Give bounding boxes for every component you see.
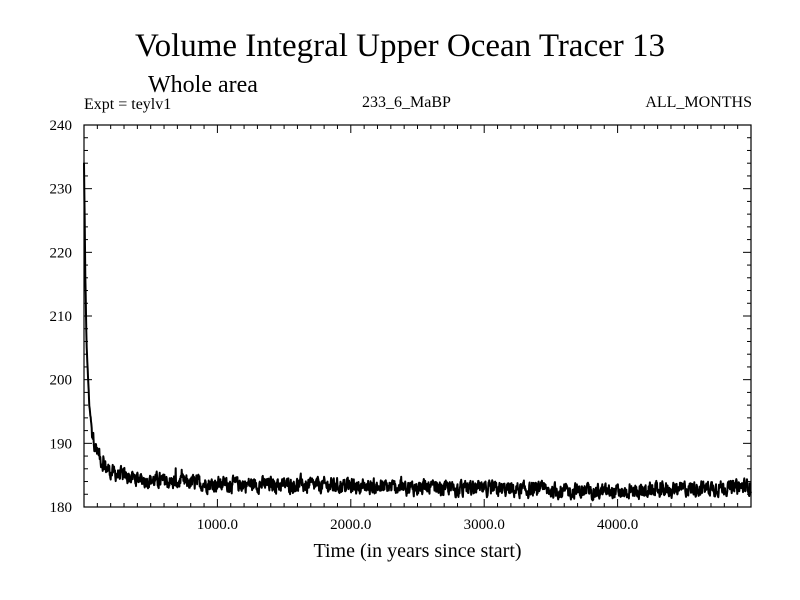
y-tick-label: 190 bbox=[50, 436, 73, 452]
y-tick-label: 210 bbox=[50, 309, 73, 325]
y-tick-label: 220 bbox=[50, 245, 73, 261]
y-tick-label: 180 bbox=[50, 500, 73, 516]
experiment-label: Expt = teylv1 bbox=[84, 96, 172, 113]
period-label: 233_6_MaBP bbox=[362, 94, 451, 111]
chart-title: Volume Integral Upper Ocean Tracer 13 bbox=[135, 28, 665, 64]
x-tick-label: 1000.0 bbox=[197, 517, 238, 533]
y-tick-label: 230 bbox=[50, 182, 73, 198]
series-line-tracer-13 bbox=[83, 162, 752, 502]
plot-frame bbox=[83, 124, 752, 508]
x-tick-label: 3000.0 bbox=[464, 517, 505, 533]
x-axis-label: Time (in years since start) bbox=[313, 540, 522, 562]
y-tick-label: 240 bbox=[50, 118, 73, 134]
x-tick-label: 2000.0 bbox=[330, 517, 371, 533]
y-tick-label: 200 bbox=[50, 373, 73, 389]
chart-subtitle: Whole area bbox=[148, 72, 258, 98]
x-tick-label: 4000.0 bbox=[597, 517, 638, 533]
months-label: ALL_MONTHS bbox=[645, 94, 752, 111]
